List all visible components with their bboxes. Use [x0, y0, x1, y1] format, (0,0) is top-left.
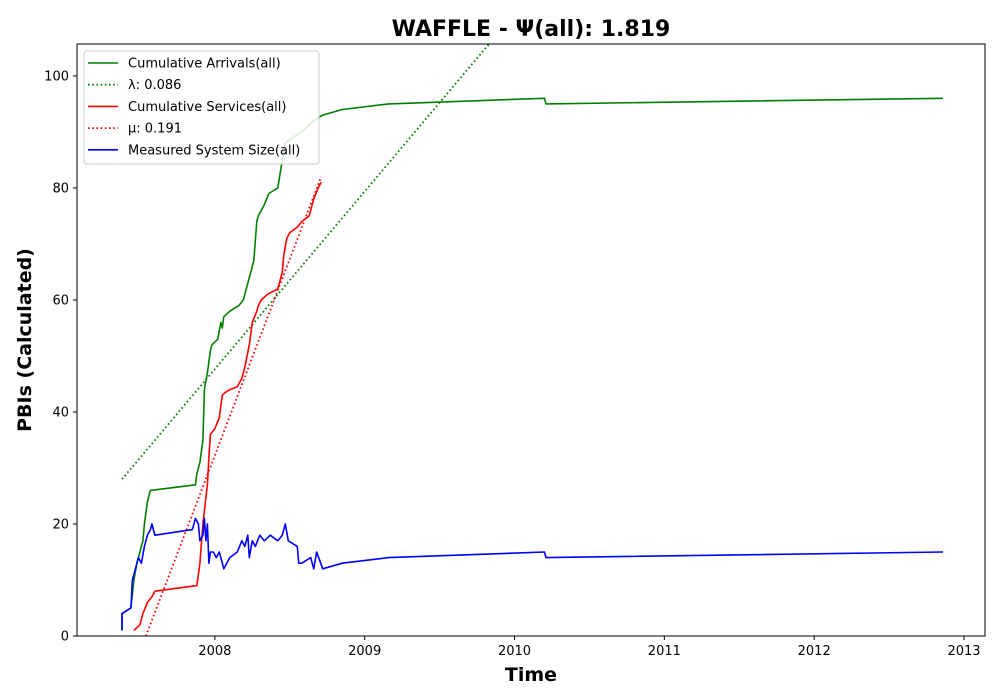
- x-tick-label: 2010: [498, 644, 531, 659]
- legend-label: Cumulative Arrivals(all): [128, 57, 281, 72]
- x-tick-label: 2012: [798, 644, 831, 659]
- x-tick-label: 2011: [648, 644, 681, 659]
- series-line-4: [121, 517, 944, 631]
- y-axis-label: PBIs (Calculated): [14, 248, 36, 432]
- y-tick-label: 20: [52, 517, 69, 532]
- legend-label: Cumulative Services(all): [128, 100, 286, 115]
- y-tick-label: 80: [52, 181, 69, 196]
- y-axis: 0 20 40 60 80 100: [44, 69, 77, 645]
- y-tick-label: 0: [61, 630, 69, 645]
- legend: Cumulative Arrivals(all) λ: 0.086 Cumulati…: [83, 50, 320, 165]
- series-line-1: [121, 44, 491, 480]
- y-tick-label: 60: [52, 293, 69, 308]
- legend-box: [83, 50, 320, 165]
- plot-frame: [76, 43, 986, 637]
- legend-label: Measured System Size(all): [128, 143, 300, 158]
- x-tick-label: 2013: [947, 644, 980, 659]
- x-tick-label: 2009: [348, 644, 381, 659]
- y-tick-label: 100: [44, 69, 69, 84]
- chart-title: WAFFLE - Ψ(all): 1.819: [392, 17, 671, 42]
- x-tick-label: 2008: [198, 644, 231, 659]
- x-axis: 2008 2009 2010 2011 2012 2013: [198, 636, 981, 659]
- legend-label: λ: 0.086: [128, 78, 181, 93]
- y-tick-label: 40: [52, 405, 69, 420]
- series-line-2: [133, 181, 322, 631]
- legend-label: μ: 0.191: [128, 122, 182, 137]
- x-axis-label: Time: [505, 664, 557, 686]
